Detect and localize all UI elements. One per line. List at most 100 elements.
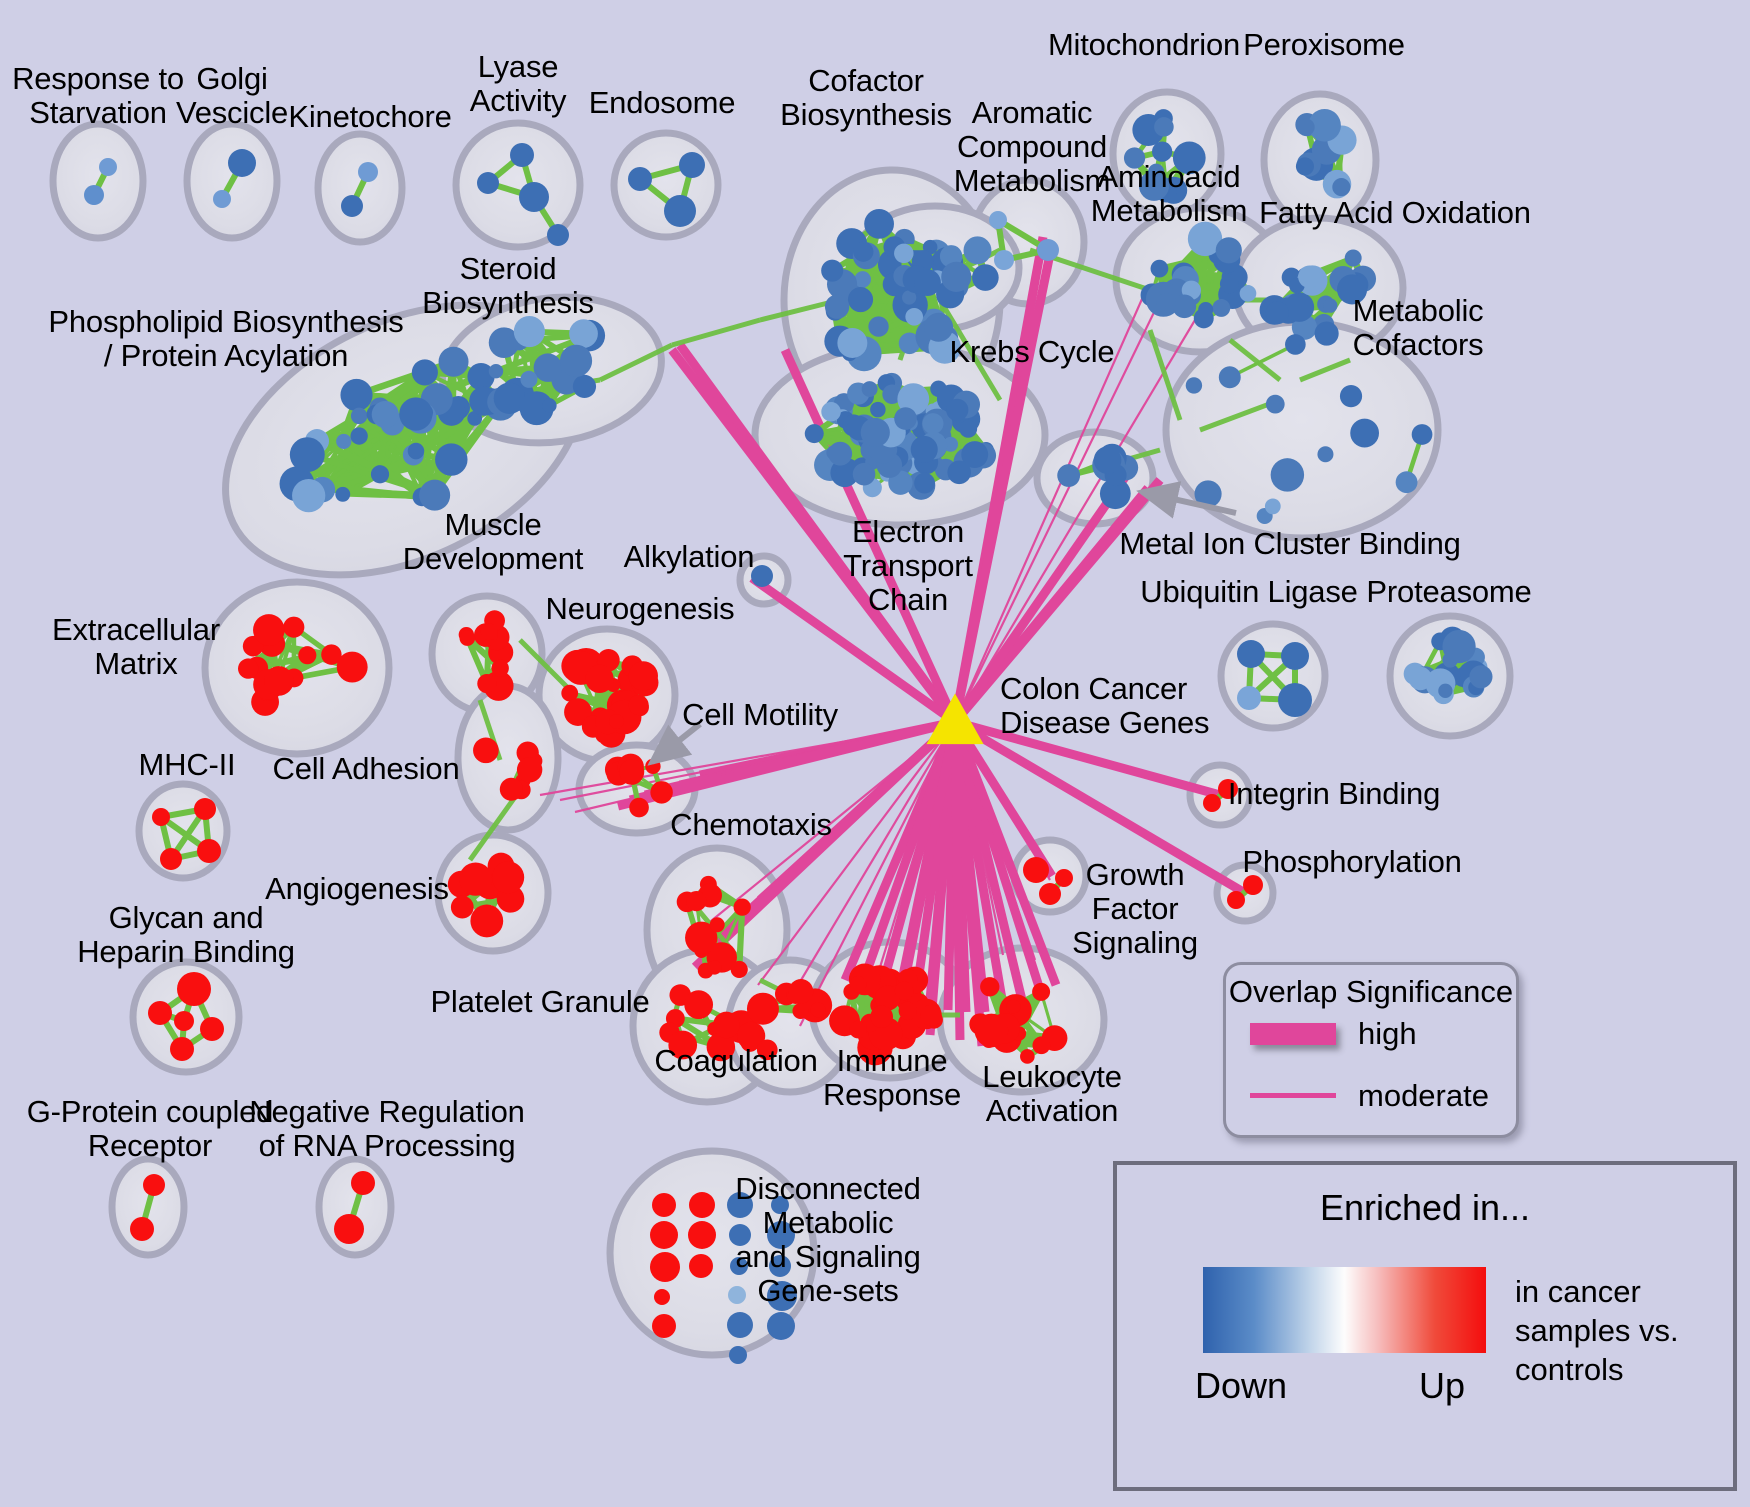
gene-set-node[interactable]	[283, 616, 305, 638]
gene-set-node[interactable]	[1219, 274, 1239, 294]
gene-set-node[interactable]	[358, 162, 378, 182]
gene-set-node[interactable]	[1323, 298, 1338, 313]
gene-set-node[interactable]	[1237, 686, 1261, 710]
gene-set-node[interactable]	[882, 384, 902, 405]
gene-set-node[interactable]	[1187, 221, 1223, 257]
gene-set-node[interactable]	[130, 1217, 154, 1241]
gene-set-node[interactable]	[407, 442, 425, 460]
gene-set-node[interactable]	[298, 646, 317, 665]
gene-set-node[interactable]	[84, 185, 104, 205]
gene-set-node[interactable]	[905, 307, 924, 326]
gene-set-node[interactable]	[824, 294, 850, 319]
gene-set-node[interactable]	[1057, 464, 1081, 487]
gene-set-node[interactable]	[1099, 478, 1131, 510]
gene-set-node[interactable]	[810, 1002, 826, 1018]
gene-set-node[interactable]	[767, 1281, 797, 1311]
gene-set-node[interactable]	[941, 261, 972, 292]
gene-set-node[interactable]	[961, 441, 989, 469]
gene-set-node[interactable]	[668, 1030, 698, 1060]
gene-set-node[interactable]	[1408, 666, 1433, 691]
gene-set-node[interactable]	[898, 332, 921, 355]
gene-set-node[interactable]	[1227, 891, 1245, 909]
gene-set-node[interactable]	[341, 195, 363, 217]
gene-set-node[interactable]	[650, 1221, 678, 1249]
gene-set-node[interactable]	[1023, 857, 1049, 883]
gene-set-node[interactable]	[1218, 779, 1238, 799]
gene-set-node[interactable]	[924, 312, 954, 342]
gene-set-node[interactable]	[467, 363, 495, 391]
gene-set-node[interactable]	[238, 658, 259, 679]
gene-set-node[interactable]	[1172, 294, 1197, 319]
gene-set-node[interactable]	[351, 1171, 375, 1195]
gene-set-node[interactable]	[336, 651, 368, 683]
gene-set-node[interactable]	[458, 862, 493, 896]
gene-set-node[interactable]	[1278, 683, 1312, 717]
gene-set-node[interactable]	[1281, 642, 1309, 670]
gene-set-node[interactable]	[477, 172, 499, 194]
gene-set-node[interactable]	[477, 674, 497, 694]
gene-set-node[interactable]	[170, 1037, 194, 1061]
gene-set-node[interactable]	[837, 327, 868, 358]
gene-set-node[interactable]	[177, 972, 211, 1006]
gene-set-node[interactable]	[321, 644, 342, 665]
gene-set-node[interactable]	[922, 413, 944, 435]
gene-set-node[interactable]	[559, 344, 593, 377]
gene-set-node[interactable]	[771, 1196, 789, 1214]
gene-set-node[interactable]	[847, 287, 874, 313]
gene-set-node[interactable]	[828, 441, 853, 466]
gene-set-node[interactable]	[1006, 999, 1021, 1014]
gene-set-node[interactable]	[914, 472, 935, 494]
gene-set-node[interactable]	[894, 981, 914, 1001]
gene-set-node[interactable]	[652, 1193, 676, 1217]
gene-set-node[interactable]	[959, 419, 978, 438]
gene-set-node[interactable]	[419, 479, 451, 511]
gene-set-node[interactable]	[852, 462, 876, 486]
gene-set-node[interactable]	[467, 411, 483, 426]
gene-set-node[interactable]	[989, 211, 1007, 229]
gene-set-node[interactable]	[1265, 301, 1289, 325]
gene-set-node[interactable]	[792, 1002, 809, 1020]
gene-set-node[interactable]	[510, 143, 534, 167]
gene-set-node[interactable]	[746, 992, 779, 1025]
gene-set-node[interactable]	[1032, 1036, 1051, 1055]
gene-set-node[interactable]	[228, 149, 256, 177]
gene-set-node[interactable]	[143, 1174, 165, 1196]
gene-set-node[interactable]	[1265, 394, 1285, 414]
gene-set-node[interactable]	[870, 401, 886, 418]
gene-set-node[interactable]	[972, 264, 999, 291]
gene-set-node[interactable]	[922, 239, 938, 255]
gene-set-node[interactable]	[1212, 299, 1231, 317]
gene-set-node[interactable]	[488, 363, 504, 379]
gene-set-node[interactable]	[849, 1020, 867, 1039]
gene-set-node[interactable]	[1438, 683, 1453, 698]
gene-set-node[interactable]	[619, 759, 645, 785]
gene-set-node[interactable]	[1237, 640, 1265, 668]
gene-set-node[interactable]	[756, 1039, 778, 1061]
gene-set-node[interactable]	[480, 623, 498, 641]
gene-set-node[interactable]	[730, 1257, 748, 1275]
gene-set-node[interactable]	[861, 381, 878, 398]
gene-set-node[interactable]	[1194, 480, 1222, 508]
gene-set-node[interactable]	[650, 781, 673, 804]
gene-set-node[interactable]	[450, 895, 474, 919]
gene-set-node[interactable]	[1123, 147, 1146, 169]
gene-set-node[interactable]	[289, 437, 325, 473]
gene-set-node[interactable]	[1344, 249, 1362, 267]
gene-set-node[interactable]	[821, 259, 844, 282]
gene-set-node[interactable]	[688, 1221, 716, 1249]
gene-set-node[interactable]	[1270, 458, 1305, 492]
gene-set-node[interactable]	[334, 1214, 364, 1244]
gene-set-node[interactable]	[585, 664, 614, 694]
gene-set-node[interactable]	[547, 224, 569, 246]
gene-set-node[interactable]	[1093, 446, 1122, 475]
gene-set-node[interactable]	[253, 614, 285, 646]
gene-set-node[interactable]	[213, 190, 231, 208]
gene-set-node[interactable]	[804, 424, 824, 444]
gene-set-node[interactable]	[652, 1314, 676, 1338]
gene-set-node[interactable]	[1139, 170, 1170, 201]
gene-set-node[interactable]	[491, 861, 525, 894]
gene-set-node[interactable]	[1469, 665, 1493, 689]
gene-set-node[interactable]	[894, 407, 917, 430]
gene-set-node[interactable]	[980, 977, 1000, 997]
gene-set-node[interactable]	[370, 465, 390, 484]
